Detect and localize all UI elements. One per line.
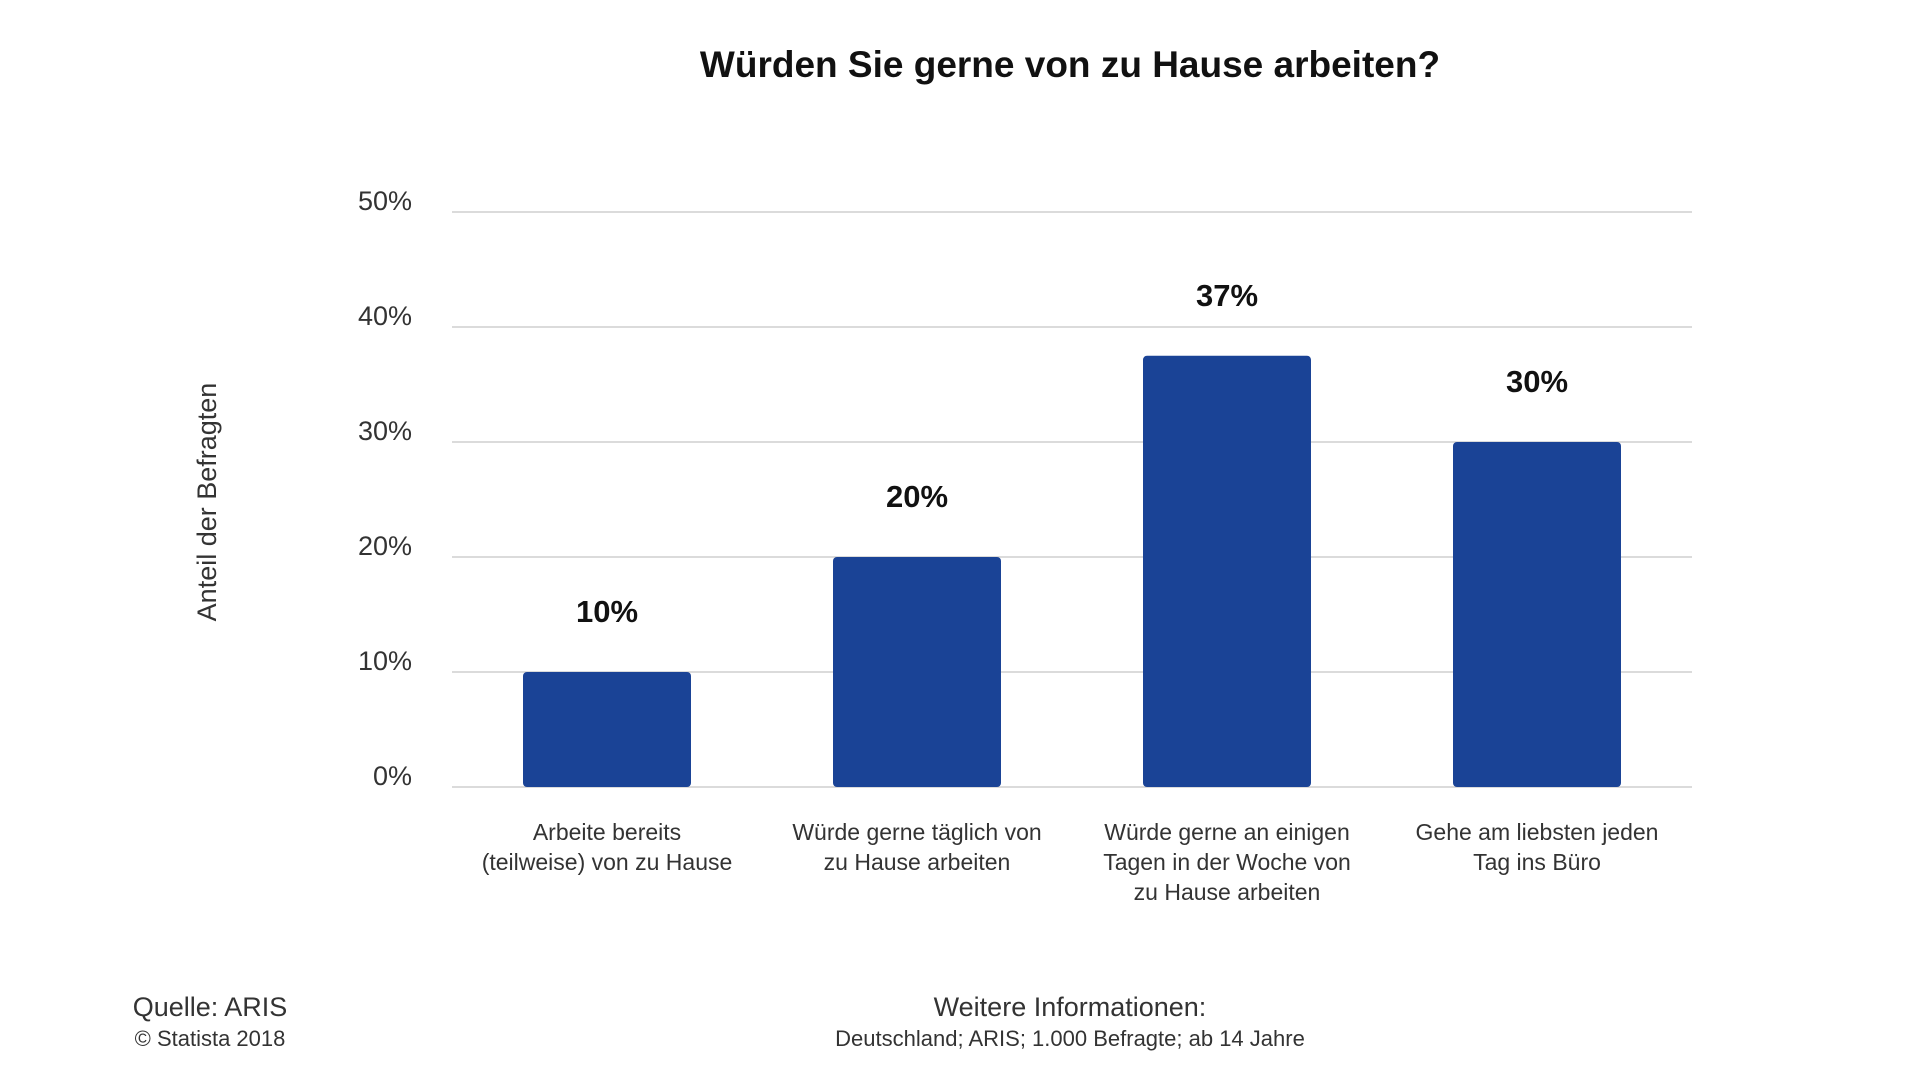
y-tick-label: 20% xyxy=(358,531,412,561)
y-axis-ticks: 0% 10% 20% 30% 40% 50% xyxy=(358,186,412,791)
data-label: 30% xyxy=(1506,364,1568,399)
bar xyxy=(523,672,691,787)
data-labels: 10% 20% 37% 30% xyxy=(576,278,1568,629)
data-label: 37% xyxy=(1196,278,1258,313)
y-tick-label: 50% xyxy=(358,186,412,216)
chart-title: Würden Sie gerne von zu Hause arbeiten? xyxy=(699,44,1441,85)
category-labels: Arbeite bereits (teilweise) von zu Hause W… xyxy=(482,819,1659,905)
source-label: Quelle: ARIS xyxy=(132,992,288,1022)
y-tick-label: 10% xyxy=(358,646,412,676)
info-title: Weitere Informationen: xyxy=(933,992,1207,1022)
info-block: Weitere Informationen: Deutschland; ARIS… xyxy=(760,990,1380,1054)
source-block: Quelle: ARIS © Statista 2018 xyxy=(100,990,320,1054)
y-tick-label: 30% xyxy=(358,416,412,446)
info-text: Deutschland; ARIS; 1.000 Befragte; ab 14… xyxy=(835,1026,1305,1051)
bars xyxy=(523,355,1621,787)
bar-chart: 0% 10% 20% 30% 40% 50% Anteil der Befragten 1… xyxy=(192,186,1692,905)
y-axis-label: Anteil der Befragten xyxy=(192,383,222,622)
bar xyxy=(833,557,1001,787)
copyright-text: © Statista 2018 xyxy=(134,1026,286,1051)
data-label: 20% xyxy=(886,479,948,514)
y-tick-label: 0% xyxy=(373,761,412,791)
category-label: Würde gerne täglich von zu Hause arbeiten xyxy=(792,819,1041,875)
category-label: Arbeite bereits (teilweise) von zu Hause xyxy=(482,819,733,875)
bar xyxy=(1143,355,1311,787)
y-tick-label: 40% xyxy=(358,301,412,331)
bar xyxy=(1453,442,1621,787)
category-label: Würde gerne an einigen Tagen in der Woche… xyxy=(1103,819,1351,905)
data-label: 10% xyxy=(576,594,638,629)
category-label: Gehe am liebsten jeden Tag ins Büro xyxy=(1416,819,1659,875)
